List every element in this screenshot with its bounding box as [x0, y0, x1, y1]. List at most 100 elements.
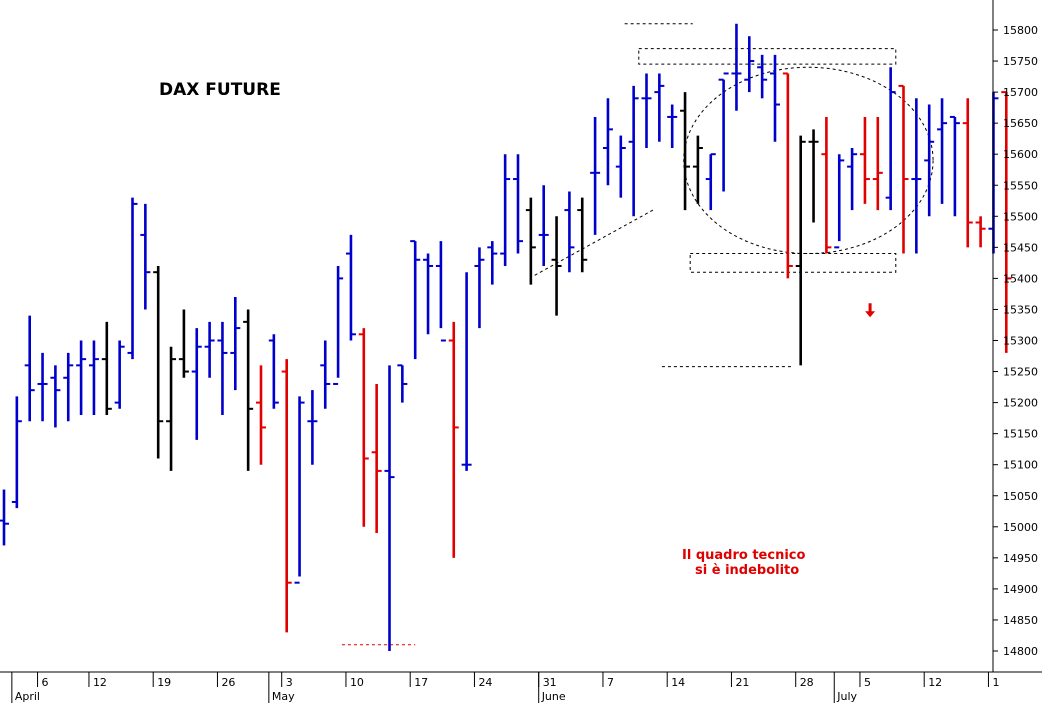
ohlc-bar [757, 54, 768, 99]
x-tick-label: 5 [864, 676, 871, 689]
support-box [689, 253, 897, 273]
ohlc-bar [705, 153, 716, 211]
ohlc-bar [76, 340, 87, 416]
ohlc-bar [63, 352, 74, 422]
ohlc-bar [808, 129, 819, 223]
ohlc-bar [667, 104, 678, 148]
x-tick-label: 3 [286, 676, 293, 689]
ohlc-bar [448, 321, 459, 558]
ohlc-bar [821, 116, 832, 254]
y-tick-label: 15000 [1003, 521, 1038, 534]
x-tick-label: 26 [221, 676, 235, 689]
ohlc-bar [204, 321, 215, 378]
y-tick-label: 15300 [1003, 335, 1038, 348]
annotation-line-1: Il quadro tecnico [682, 548, 805, 563]
ohlc-bar [24, 315, 35, 422]
ohlc-bar [731, 23, 742, 111]
ohlc-bar [834, 154, 845, 249]
y-tick-label: 15350 [1003, 303, 1038, 316]
x-tick-label: 12 [928, 676, 942, 689]
ohlc-bar [872, 116, 883, 211]
ohlc-bar [397, 364, 408, 403]
ohlc-bar [525, 197, 536, 285]
ohlc-bar [114, 340, 125, 409]
y-tick-label: 15500 [1003, 210, 1038, 223]
ohlc-bar [281, 359, 292, 633]
ohlc-bar [230, 297, 241, 391]
ohlc-bar [641, 73, 652, 148]
ohlc-bar [718, 72, 729, 192]
ohlc-bar [268, 334, 279, 409]
month-label: May [272, 690, 295, 703]
ohlc-bar [127, 197, 138, 360]
y-tick-label: 15800 [1003, 24, 1038, 37]
annotation-line-2: si è indebolito [695, 563, 799, 578]
x-tick-label: 24 [478, 676, 492, 689]
y-tick-label: 15450 [1003, 241, 1038, 254]
ohlc-bar [88, 340, 99, 416]
y-tick-label: 14900 [1003, 583, 1038, 596]
ohlc-bar [371, 383, 382, 534]
ohlc-bar [11, 396, 22, 509]
ohlc-bar [577, 197, 588, 273]
ohlc-bar [191, 328, 202, 440]
y-tick-label: 15550 [1003, 179, 1038, 192]
x-tick-label: 6 [42, 676, 49, 689]
ohlc-bar [435, 241, 446, 342]
ohlc-bar [615, 135, 626, 198]
month-label: July [836, 690, 857, 703]
ohlc-bar [0, 489, 9, 546]
ohlc-bar [692, 135, 703, 204]
y-tick-label: 15150 [1003, 428, 1038, 441]
y-tick-label: 15250 [1003, 366, 1038, 379]
x-tick-label: 21 [735, 676, 749, 689]
x-tick-label: 12 [93, 676, 107, 689]
ohlc-bar [294, 396, 305, 584]
ohlc-bar [358, 328, 369, 527]
month-label: June [541, 690, 566, 703]
ohlc-bar [590, 116, 601, 235]
chart-title: DAX FUTURE [159, 80, 281, 100]
ohlc-bar [474, 247, 485, 329]
y-axis-ticks: 15800 15750 15700 15650 15600 15550 15500 15450… [993, 24, 1038, 658]
ohlc-bar [949, 115, 960, 217]
ohlc-bar [166, 346, 177, 471]
y-tick-label: 15050 [1003, 490, 1038, 503]
y-tick-label: 14850 [1003, 614, 1038, 627]
x-tick-label: 17 [414, 676, 428, 689]
ohlc-bar [602, 98, 613, 186]
x-tick-label: 14 [671, 676, 685, 689]
ohlc-bar [140, 203, 151, 310]
ohlc-bar [885, 67, 896, 211]
ohlc-bar [937, 98, 948, 204]
x-tick-label: 19 [157, 676, 171, 689]
ohlc-bar [859, 116, 870, 204]
down-arrow-icon [865, 303, 876, 318]
ohlc-bar [217, 321, 228, 416]
ohlc-bars [0, 23, 1012, 651]
x-tick-label: 28 [800, 676, 814, 689]
ohlc-bar [320, 340, 331, 409]
ohlc-bar [564, 191, 575, 273]
ohlc-bar [770, 54, 780, 142]
y-tick-label: 14950 [1003, 552, 1038, 565]
y-tick-label: 15400 [1003, 272, 1038, 285]
ohlc-bar [410, 240, 421, 360]
ohlc-bar [1001, 91, 1012, 353]
x-tick-label: 10 [350, 676, 364, 689]
ohlc-bar [333, 265, 344, 385]
ohlc-bar [345, 234, 356, 341]
ohlc-bar [178, 309, 189, 378]
ohlc-bar [680, 92, 691, 211]
ohlc-bar [307, 390, 318, 465]
ohlc-bar [101, 321, 112, 416]
y-tick-label: 15650 [1003, 117, 1038, 130]
ohlc-bar [654, 73, 665, 142]
ohlc-bar [795, 135, 806, 366]
ohlc-bar [37, 352, 48, 422]
ohlc-bar [243, 309, 254, 471]
x-tick-label: 31 [543, 676, 557, 689]
ohlc-bar [423, 253, 434, 335]
